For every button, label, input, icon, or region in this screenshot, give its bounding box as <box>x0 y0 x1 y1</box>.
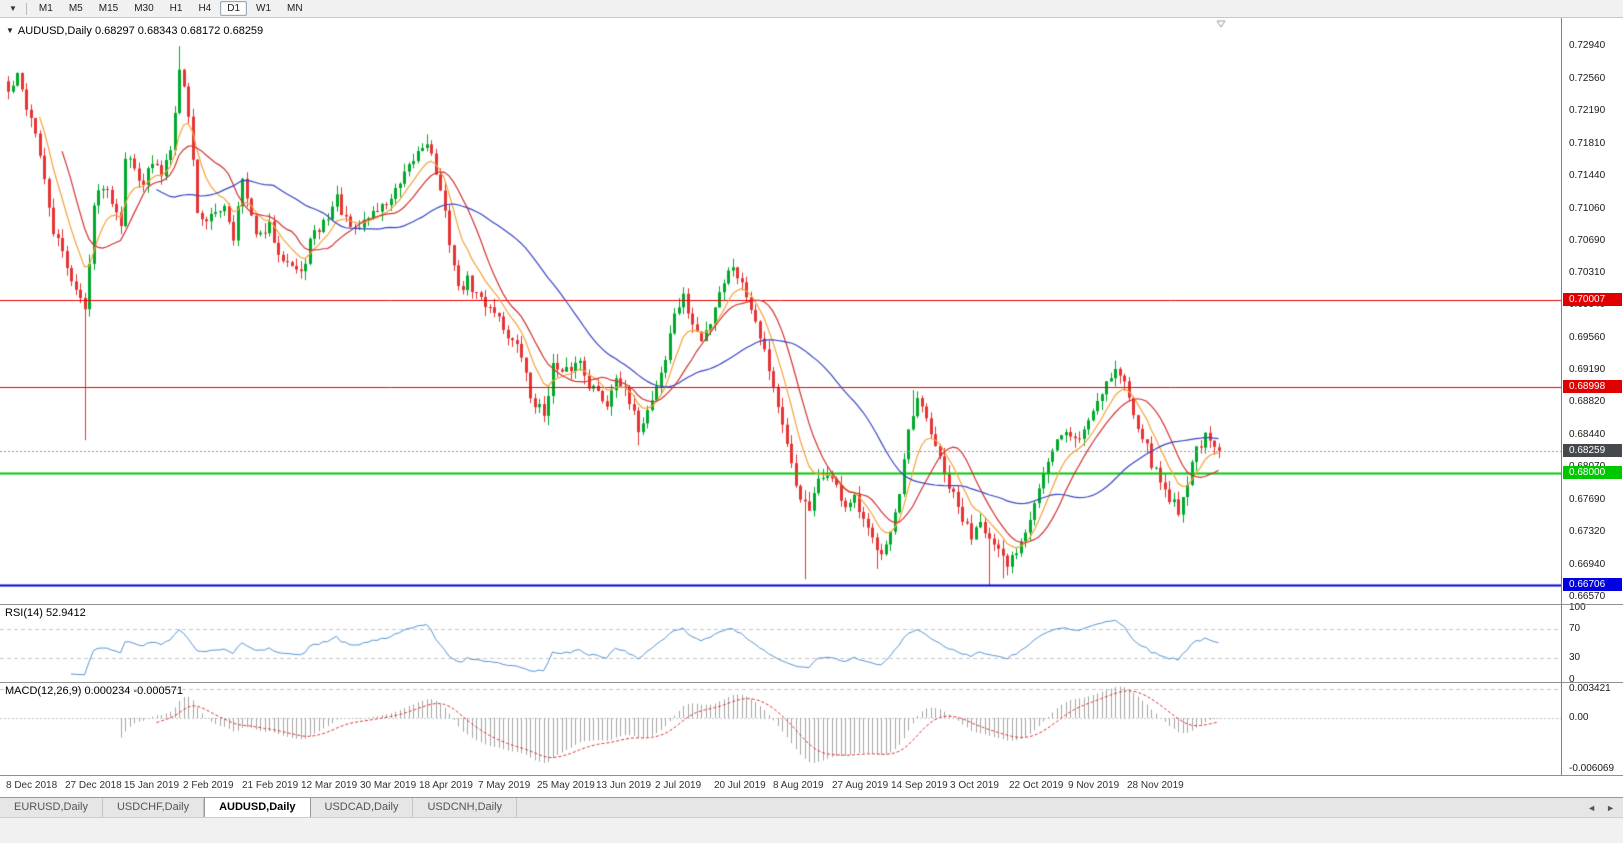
price-level-badge-0.68000: 0.68000 <box>1563 466 1622 479</box>
timeframe-button-w1[interactable]: W1 <box>256 3 272 14</box>
price-axis-tick: 0.66940 <box>1569 558 1606 570</box>
price-level-badge-0.70007: 0.70007 <box>1563 292 1622 306</box>
rsi-axis-tick: 70 <box>1569 623 1581 635</box>
date-axis-separator <box>0 775 1623 776</box>
rsi-axis-tick: 0 <box>1569 674 1575 685</box>
date-axis-label: 2 Feb 2019 <box>183 780 234 791</box>
rsi-axis-tick: 30 <box>1569 652 1581 664</box>
chart-tab-eurusd[interactable]: EURUSD,Daily <box>0 798 103 817</box>
price-axis-tick: 0.66570 <box>1569 590 1606 602</box>
timeframe-button-m5[interactable]: M5 <box>68 3 83 14</box>
price-chart-canvas[interactable] <box>0 18 1561 775</box>
date-axis-label: 14 Sep 2019 <box>891 780 948 791</box>
macd-axis-tick: -0.006069 <box>1569 763 1615 775</box>
date-axis-label: 15 Jan 2019 <box>124 780 180 791</box>
status-strip <box>0 817 1623 843</box>
timeframe-button-h1[interactable]: H1 <box>169 3 183 14</box>
chart-tab-bar: EURUSD,Daily USDCHF,Daily AUDUSD,Daily USDC… <box>0 797 1623 817</box>
timeframe-button-m30[interactable]: M30 <box>134 3 154 14</box>
timeframe-button-m1[interactable]: M1 <box>38 3 53 14</box>
price-axis-tick: 0.68440 <box>1569 428 1606 440</box>
date-axis-label: 13 Jun 2019 <box>596 780 652 791</box>
chart-tabs: EURUSD,Daily USDCHF,Daily AUDUSD,Daily USDC… <box>0 798 518 817</box>
chart-symbol-label: AUDUSD,Daily <box>17 25 92 37</box>
price-level-badge-0.68259: 0.68259 <box>1563 443 1622 457</box>
macd-label: MACD(12,26,9) <box>5 685 82 697</box>
timeframe-button-m15[interactable]: M15 <box>98 3 119 14</box>
price-axis-tick: 0.67690 <box>1569 493 1606 505</box>
rsi-label: RSI(14) <box>5 607 43 619</box>
price-level-badge-0.68998: 0.68998 <box>1563 379 1622 393</box>
date-axis-label: 30 Mar 2019 <box>360 780 417 791</box>
date-axis-label: 28 Nov 2019 <box>1127 780 1184 791</box>
timeframe-button-d1[interactable]: D1 <box>220 1 248 16</box>
date-axis-label: 8 Aug 2019 <box>773 780 824 791</box>
price-axis-tick: 0.72940 <box>1569 40 1606 52</box>
date-axis-label: 27 Aug 2019 <box>832 780 889 791</box>
price-level-badge-0.66706: 0.66706 <box>1563 577 1622 591</box>
price-axis-tick: 0.71060 <box>1569 202 1606 214</box>
panel-splitter-main-rsi[interactable] <box>0 604 1623 605</box>
chart-tab-usdcnh[interactable]: USDCNH,Daily <box>413 798 518 817</box>
date-axis-label: 20 Jul 2019 <box>714 780 766 791</box>
rsi-axis-tick: 100 <box>1569 601 1586 613</box>
date-axis-label: 9 Nov 2019 <box>1068 780 1120 791</box>
price-axis-tick: 0.68820 <box>1569 396 1606 408</box>
date-axis-label: 21 Feb 2019 <box>242 780 299 791</box>
timeframe-button-h4[interactable]: H4 <box>198 3 212 14</box>
timeframe-button-mn[interactable]: MN <box>287 3 303 14</box>
macd-axis-tick: 0.00 <box>1569 712 1589 723</box>
date-axis: 8 Dec 2018 27 Dec 2018 15 Jan 2019 2 Feb 20… <box>0 776 1561 797</box>
price-axis: 0.72940 0.72560 0.72190 0.71810 0.71440 0.710… <box>1561 18 1623 775</box>
macd-axis-tick: 0.003421 <box>1569 683 1611 694</box>
price-axis-tick: 0.71440 <box>1569 169 1606 181</box>
price-axis-tick: 0.71810 <box>1569 137 1606 149</box>
price-axis-tick: 0.69560 <box>1569 332 1606 344</box>
price-axis-tick: 0.70310 <box>1569 267 1606 279</box>
rsi-panel-label: RSI(14) 52.9412 <box>5 607 86 619</box>
price-axis-tick: 0.70690 <box>1569 234 1606 246</box>
date-axis-label: 7 May 2019 <box>478 780 531 791</box>
price-axis-tick: 0.72560 <box>1569 73 1606 85</box>
price-axis-tick: 0.72190 <box>1569 104 1606 116</box>
date-axis-label: 12 Mar 2019 <box>301 780 358 791</box>
date-axis-label: 18 Apr 2019 <box>419 780 473 791</box>
rsi-value: 52.9412 <box>45 607 86 619</box>
chart-ohlc-readout: 0.68297 0.68343 0.68172 0.68259 <box>94 25 264 37</box>
toolbar-separator <box>25 2 27 15</box>
tab-scroll-left-icon[interactable]: ◄ <box>1587 802 1597 813</box>
macd-values: 0.000234 -0.000571 <box>84 685 183 697</box>
timeframe-toolbar: ▼ M1 M5 M15 M30 H1 H4 D1 W1 MN <box>0 0 1623 18</box>
date-axis-label: 2 Jul 2019 <box>655 780 702 791</box>
chart-tab-audusd[interactable]: AUDUSD,Daily <box>204 798 311 817</box>
timeframe-buttons: M1 M5 M15 M30 H1 H4 D1 W1 MN <box>31 1 311 16</box>
panel-splitter-rsi-macd[interactable] <box>0 682 1623 683</box>
collapse-chart-icon[interactable]: ▼ <box>6 26 14 35</box>
tab-scroll-controls: ◄ ► <box>1579 798 1623 817</box>
date-axis-label: 25 May 2019 <box>537 780 595 791</box>
tab-scroll-right-icon[interactable]: ► <box>1606 802 1615 813</box>
chart-title: ▼ AUDUSD,Daily 0.68297 0.68343 0.68172 0.… <box>6 25 263 37</box>
chart-dropdown-icon[interactable]: ▼ <box>9 4 17 13</box>
price-axis-tick: 0.67320 <box>1569 525 1606 537</box>
macd-panel-label: MACD(12,26,9) 0.000234 -0.000571 <box>5 685 183 697</box>
chart-tab-usdcad[interactable]: USDCAD,Daily <box>310 798 414 817</box>
date-axis-label: 22 Oct 2019 <box>1009 780 1064 791</box>
chart-tab-usdchf[interactable]: USDCHF,Daily <box>102 798 205 817</box>
date-axis-label: 27 Dec 2018 <box>65 780 122 791</box>
date-axis-label: 3 Oct 2019 <box>950 780 999 791</box>
chart-region: ▼ AUDUSD,Daily 0.68297 0.68343 0.68172 0.… <box>0 18 1623 797</box>
price-axis-tick: 0.69190 <box>1569 364 1606 376</box>
date-axis-label: 8 Dec 2018 <box>6 780 58 791</box>
